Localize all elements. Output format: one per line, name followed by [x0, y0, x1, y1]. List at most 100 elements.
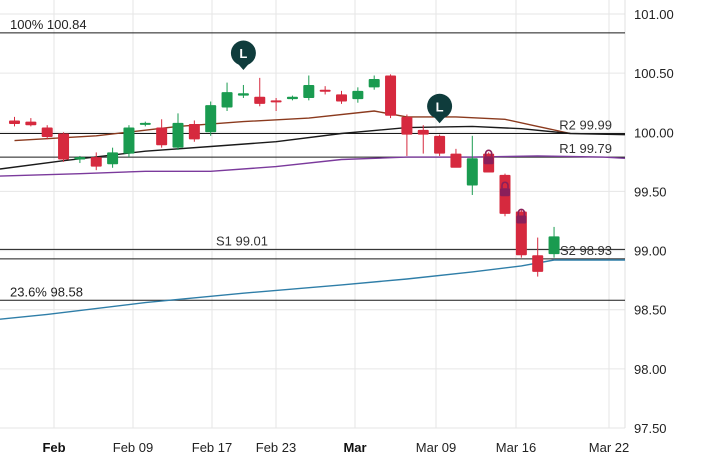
- candle-body: [548, 236, 560, 255]
- lock-icon-shackle: [517, 208, 526, 216]
- level-label: 100% 100.84: [10, 17, 87, 32]
- candle: [336, 90, 347, 104]
- candle-body: [434, 135, 446, 154]
- candle-body: [139, 122, 151, 125]
- level-lines: 100% 100.84 R2 99.99 R1 99.79 S1 99.01 S2 98…: [0, 17, 625, 301]
- candle: [548, 226, 560, 258]
- event-marker-badge: [427, 93, 453, 119]
- candle: [286, 95, 298, 101]
- candle: [74, 155, 86, 164]
- candle-body: [123, 127, 135, 154]
- candle-body: [58, 133, 70, 160]
- event-marker: L: [427, 93, 453, 124]
- candle: [270, 97, 282, 111]
- candle-body: [107, 152, 119, 165]
- level-label: S1 99.01: [216, 233, 268, 248]
- event-marker: L: [230, 40, 256, 71]
- level-label: R1 99.79: [559, 141, 612, 156]
- level-label: 23.6% 98.58: [10, 284, 83, 299]
- lock-icon: [500, 181, 510, 197]
- candle-body: [237, 93, 249, 96]
- candle-body: [188, 124, 200, 140]
- candle: [107, 147, 119, 168]
- event-marker-badge: [230, 40, 256, 66]
- moving-average-lines: [0, 110, 626, 320]
- candle: [205, 101, 217, 136]
- lock-icon-body: [483, 156, 494, 165]
- candle-body: [466, 158, 478, 186]
- y-tick-label: 101.00: [634, 7, 674, 22]
- candle: [352, 87, 364, 103]
- x-tick-label: Feb: [42, 440, 65, 455]
- x-axis: Feb Feb 09 Feb 17 Feb 23 Mar Mar 09 Mar 16 Mar …: [42, 440, 629, 455]
- candle: [401, 114, 413, 156]
- candle: [450, 148, 462, 168]
- candle: [237, 84, 249, 98]
- candle-body: [221, 92, 233, 108]
- candle-body: [25, 121, 37, 126]
- x-tick-label: Mar 09: [416, 440, 456, 455]
- level-label: R2 99.99: [559, 117, 612, 132]
- moving-average-line: [14, 110, 571, 142]
- candle-body: [286, 96, 298, 100]
- candle: [156, 119, 168, 148]
- x-tick-label: Mar: [343, 440, 366, 455]
- candle-body: [303, 84, 315, 98]
- candle-body: [417, 129, 429, 135]
- y-tick-label: 98.00: [634, 362, 667, 377]
- candle-body: [352, 90, 364, 100]
- lock-icon-body: [516, 215, 527, 224]
- candle-body: [74, 157, 86, 160]
- y-axis: 101.00 100.50 100.00 99.50 99.00 98.50 98.00 97…: [634, 7, 674, 436]
- candle: [90, 152, 102, 171]
- candle: [41, 125, 53, 140]
- candle: [385, 74, 397, 119]
- lock-icon-shackle: [501, 181, 509, 189]
- level-label: S2 98.93: [560, 243, 612, 258]
- x-tick-label: Mar 16: [496, 440, 536, 455]
- lock-icon-body: [500, 188, 510, 197]
- moving-average-line: [0, 155, 626, 177]
- candle: [221, 82, 233, 111]
- candle: [532, 237, 544, 277]
- moving-average-line: [0, 259, 625, 320]
- candle-body: [336, 94, 347, 102]
- y-tick-label: 99.00: [634, 244, 667, 259]
- candle: [466, 135, 478, 195]
- x-tick-label: Feb 17: [192, 440, 232, 455]
- candle: [434, 134, 446, 156]
- candle-body: [532, 255, 544, 272]
- candle: [25, 118, 37, 127]
- lock-icon-shackle: [484, 149, 493, 157]
- candle: [319, 86, 331, 95]
- candle-body: [41, 127, 53, 138]
- y-tick-label: 99.50: [634, 184, 667, 199]
- candle-body: [172, 122, 184, 148]
- x-tick-label: Mar 22: [589, 440, 629, 455]
- x-tick-label: Feb 23: [256, 440, 296, 455]
- grid-lines: [0, 0, 626, 429]
- candle: [9, 116, 20, 127]
- candles: [9, 74, 560, 277]
- y-tick-label: 98.50: [634, 303, 667, 318]
- candle: [172, 113, 184, 151]
- candle: [303, 75, 315, 101]
- candle-body: [368, 79, 380, 88]
- candle: [368, 75, 380, 90]
- candle-body: [319, 89, 331, 92]
- candle: [139, 121, 151, 127]
- event-marker-label: L: [436, 99, 444, 114]
- candle: [58, 132, 70, 162]
- candle-body: [450, 153, 462, 168]
- candle: [123, 125, 135, 158]
- candle-body: [401, 116, 413, 135]
- candle: [188, 120, 200, 142]
- candle-body: [90, 157, 102, 167]
- candle-body: [385, 75, 397, 116]
- lock-icon: [516, 208, 527, 224]
- lock-icon: [483, 149, 494, 165]
- candle-body: [9, 120, 20, 125]
- y-tick-label: 100.00: [634, 125, 674, 140]
